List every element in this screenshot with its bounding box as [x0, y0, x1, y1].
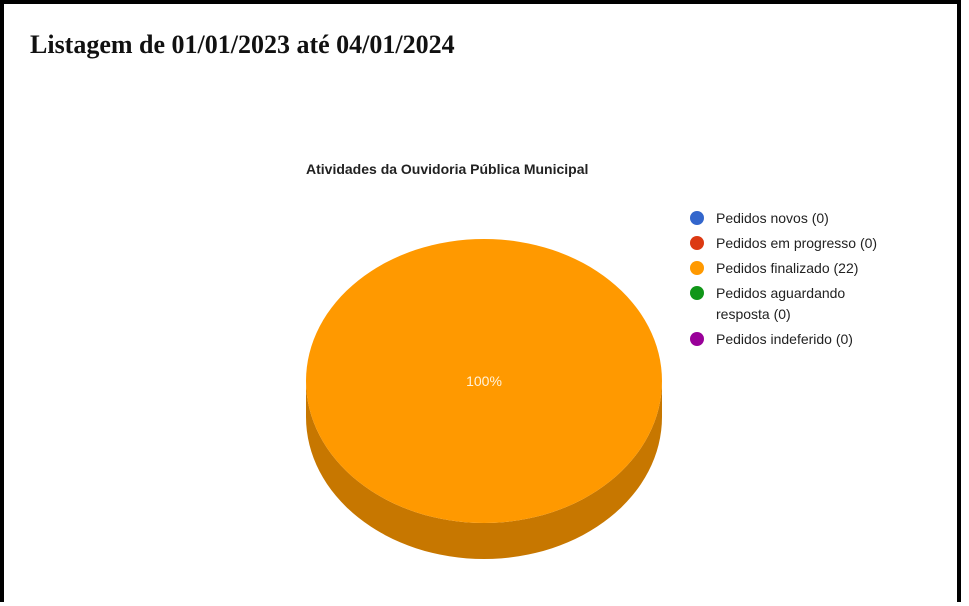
legend-label: Pedidos em progresso (0) — [716, 235, 878, 251]
pie-slice-side-2 — [306, 381, 662, 559]
pie-data-label: 100% — [466, 373, 502, 389]
pie-slice-2[interactable] — [306, 239, 662, 523]
legend-swatch — [690, 261, 704, 275]
legend-label: Pedidos indeferido (0) — [716, 331, 853, 347]
legend-item[interactable]: Pedidos indeferido (0) — [690, 329, 890, 350]
chart-title: Atividades da Ouvidoria Pública Municipa… — [306, 161, 589, 177]
legend-swatch — [690, 286, 704, 300]
legend-item[interactable]: Pedidos novos (0) — [690, 208, 890, 229]
legend-item[interactable]: Pedidos aguardando resposta (0) — [690, 283, 890, 325]
legend-label: Pedidos finalizado (22) — [716, 260, 859, 276]
legend-item[interactable]: Pedidos finalizado (22) — [690, 258, 890, 279]
legend-item[interactable]: Pedidos em progresso (0) — [690, 233, 890, 254]
legend-swatch — [690, 211, 704, 225]
legend-swatch — [690, 236, 704, 250]
chart-legend: Pedidos novos (0) Pedidos em progresso (0… — [690, 208, 890, 354]
legend-label: Pedidos aguardando resposta (0) — [716, 285, 846, 322]
legend-swatch — [690, 332, 704, 346]
page-title: Listagem de 01/01/2023 até 04/01/2024 — [30, 30, 455, 59]
legend-label: Pedidos novos (0) — [716, 210, 829, 226]
